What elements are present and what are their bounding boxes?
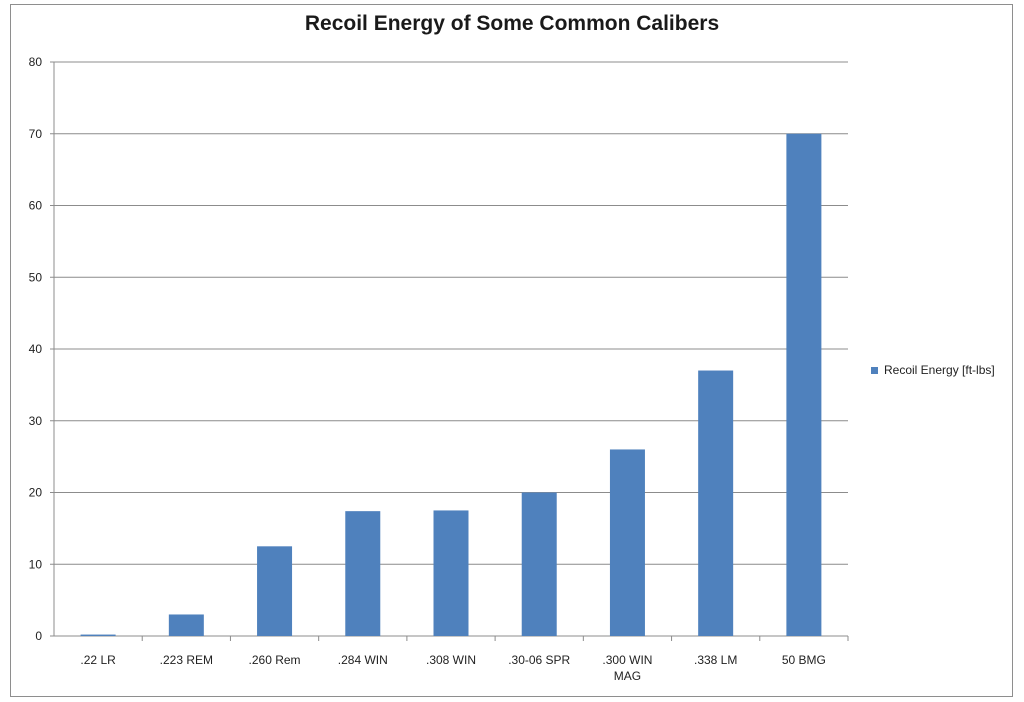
bar xyxy=(168,614,204,636)
bar xyxy=(521,492,557,636)
y-tick-label: 50 xyxy=(29,270,43,284)
y-tick-label: 40 xyxy=(29,342,43,356)
bar xyxy=(345,511,381,636)
x-tick-label: .260 Rem xyxy=(249,653,301,667)
y-tick-label: 30 xyxy=(29,414,43,428)
x-tick-label: .300 WIN MAG xyxy=(602,653,652,683)
bar xyxy=(609,449,645,636)
bar xyxy=(786,133,822,636)
y-tick-label: 10 xyxy=(29,557,43,571)
y-tick-label: 80 xyxy=(29,55,43,69)
y-tick-label: 70 xyxy=(29,127,43,141)
x-tick-label: .30-06 SPR xyxy=(508,653,570,667)
bar xyxy=(698,370,734,636)
x-tick-label: .308 WIN xyxy=(426,653,476,667)
x-tick-label: .22 LR xyxy=(80,653,116,667)
bar xyxy=(80,634,116,636)
y-tick-label: 60 xyxy=(29,199,43,213)
y-tick-label: 0 xyxy=(35,629,42,643)
x-tick-label: .338 LM xyxy=(694,653,737,667)
x-tick-label: .223 REM xyxy=(160,653,213,667)
y-tick-label: 20 xyxy=(29,486,43,500)
legend: Recoil Energy [ft-lbs] xyxy=(871,363,995,377)
x-tick-label: .284 WIN xyxy=(338,653,388,667)
chart-frame xyxy=(10,4,1013,697)
legend-label: Recoil Energy [ft-lbs] xyxy=(884,363,995,377)
bar xyxy=(433,510,469,636)
bar xyxy=(257,546,293,636)
chart-title: Recoil Energy of Some Common Calibers xyxy=(304,12,720,35)
legend-swatch xyxy=(871,366,878,374)
x-tick-label: 50 BMG xyxy=(782,653,826,667)
